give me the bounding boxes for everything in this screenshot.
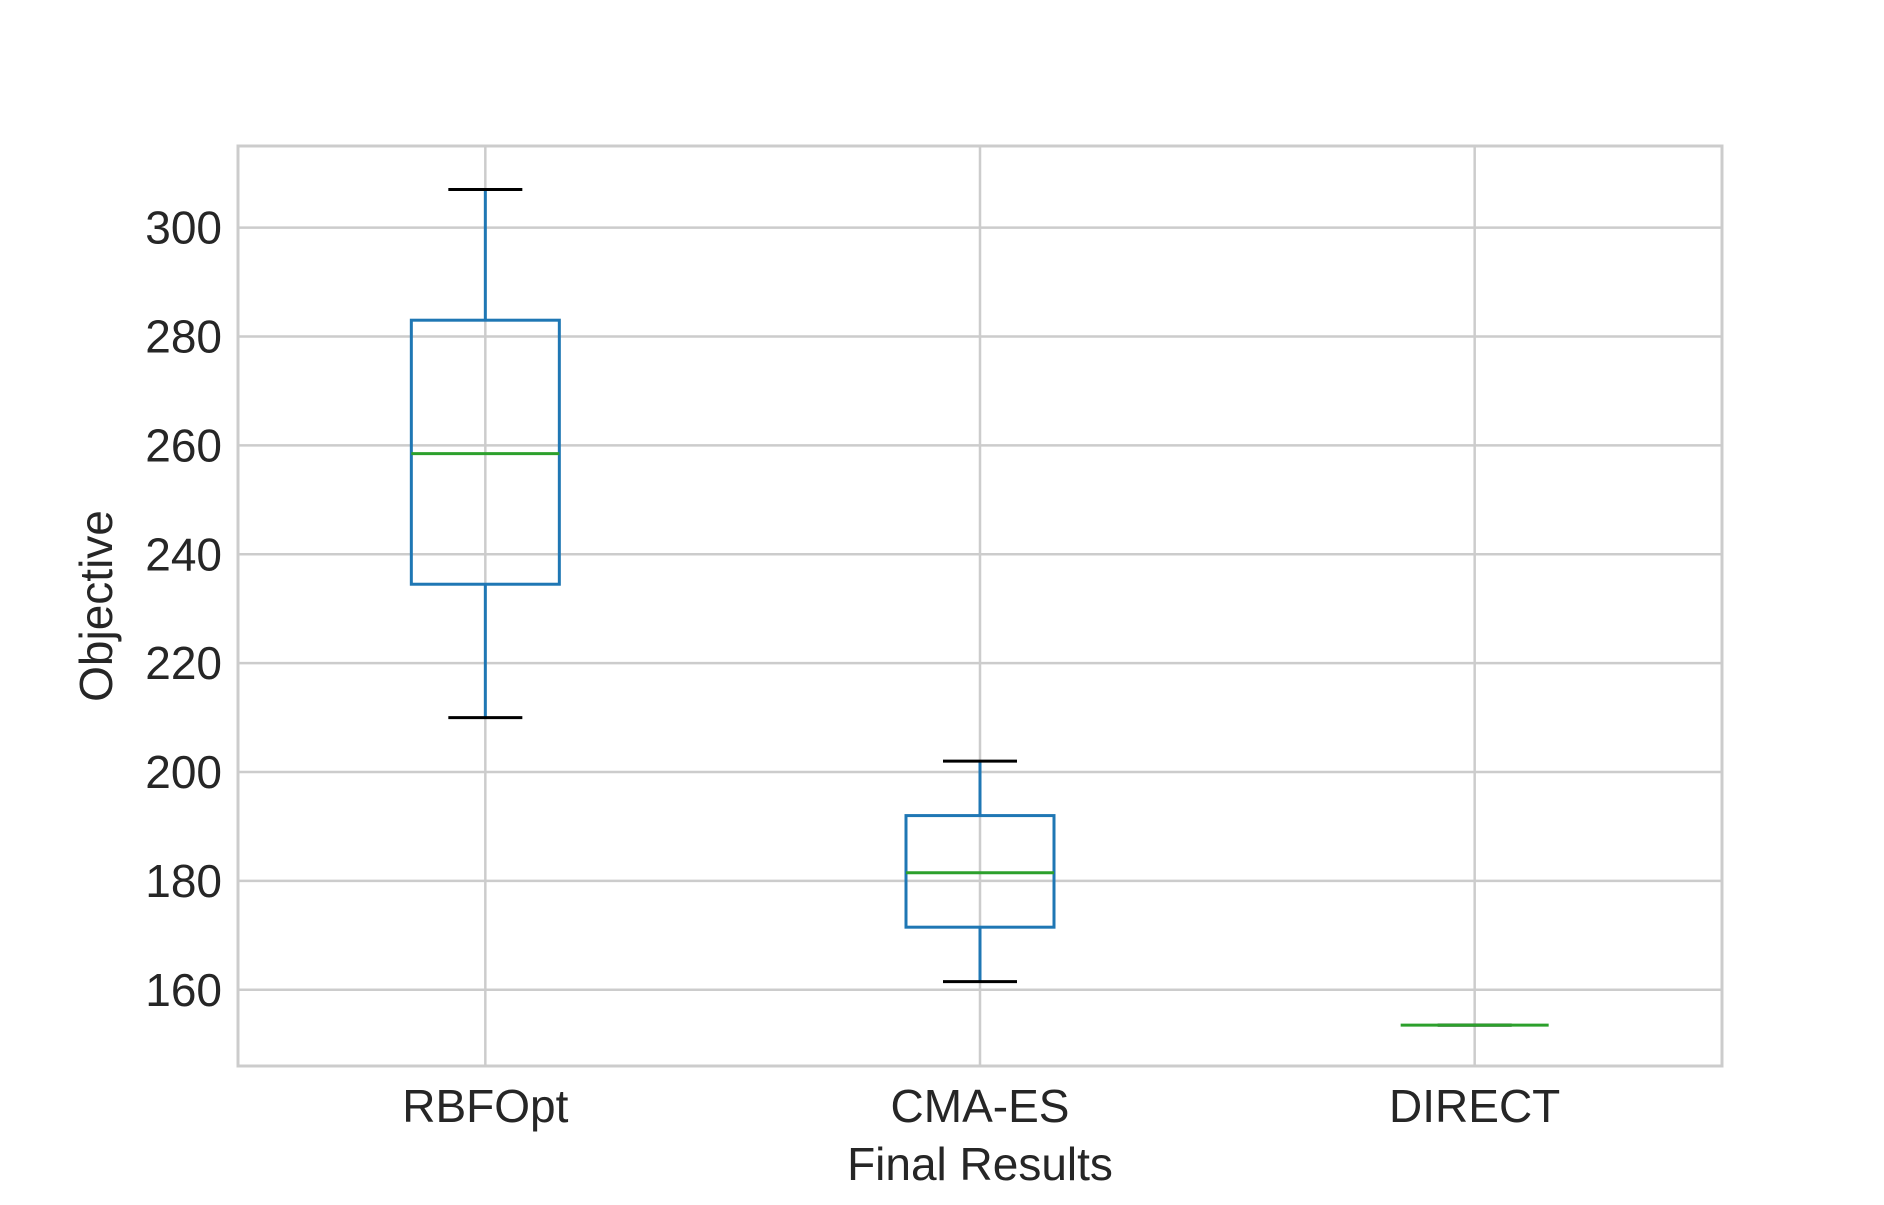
box-group xyxy=(409,188,561,720)
x-tick-label: CMA-ES xyxy=(891,1080,1070,1132)
y-tick-labels: 160 180 200 220 240 260 280 300 xyxy=(145,202,222,1016)
y-tick-label: 260 xyxy=(145,419,222,471)
y-axis-label: Objective xyxy=(70,510,122,702)
y-tick-label: 300 xyxy=(145,202,222,254)
plot-frame xyxy=(236,144,1724,1068)
box-layer xyxy=(409,188,1549,1027)
y-tick-label: 220 xyxy=(145,637,222,689)
x-axis-label: Final Results xyxy=(847,1138,1113,1190)
y-tick-label: 200 xyxy=(145,746,222,798)
y-tick-label: 240 xyxy=(145,528,222,580)
y-tick-label: 280 xyxy=(145,311,222,363)
y-tick-label: 160 xyxy=(145,964,222,1016)
x-tick-label: DIRECT xyxy=(1389,1080,1560,1132)
y-tick-label: 180 xyxy=(145,855,222,907)
x-tick-labels: RBFOpt CMA-ES DIRECT xyxy=(402,1080,1560,1132)
x-tick-label: RBFOpt xyxy=(402,1080,568,1132)
box-group xyxy=(904,759,1056,984)
